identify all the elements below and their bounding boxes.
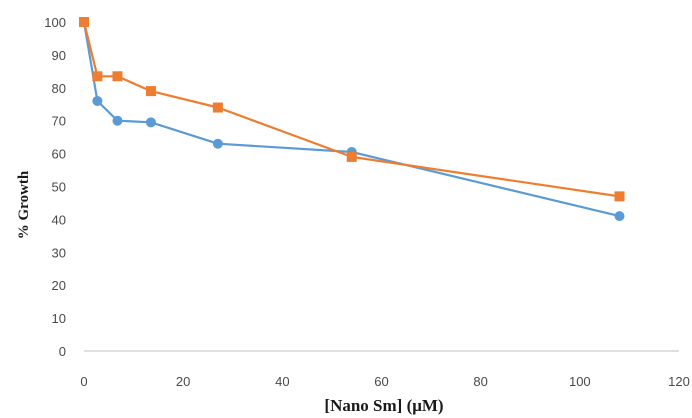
series-layer bbox=[79, 17, 625, 222]
series-2-line bbox=[82, 21, 620, 198]
y-tick-label: 90 bbox=[52, 48, 66, 63]
x-tick-label: 80 bbox=[473, 374, 487, 389]
y-tick-label: 30 bbox=[52, 245, 66, 260]
y-tick-label: 100 bbox=[44, 15, 66, 30]
series-1-line bbox=[82, 21, 620, 218]
x-tick-label: 40 bbox=[275, 374, 289, 389]
series-2-point bbox=[145, 86, 156, 97]
x-tick-label: 100 bbox=[569, 374, 591, 389]
y-tick-label: 10 bbox=[52, 311, 66, 326]
series-1-point bbox=[112, 115, 123, 126]
series-2-point bbox=[346, 151, 357, 162]
series-2-point bbox=[79, 17, 89, 27]
x-axis-ticks: 0 20 40 60 80 100 120 bbox=[80, 374, 689, 389]
series-1 bbox=[79, 17, 625, 222]
x-tick-label: 20 bbox=[176, 374, 190, 389]
series-2-point bbox=[212, 102, 223, 113]
y-tick-label: 70 bbox=[52, 114, 66, 129]
series-1-point bbox=[145, 117, 156, 128]
series-1-point bbox=[614, 211, 625, 222]
series-2-point bbox=[92, 71, 103, 82]
x-tick-label: 0 bbox=[80, 374, 87, 389]
series-2 bbox=[79, 17, 625, 202]
y-axis-ticks: 0 10 20 30 40 50 60 70 80 90 100 bbox=[44, 15, 66, 359]
series-2-point bbox=[112, 71, 123, 82]
x-tick-label: 120 bbox=[668, 374, 690, 389]
x-axis-title: [Nano Sm] (μM) bbox=[324, 396, 443, 415]
y-tick-label: 20 bbox=[52, 278, 66, 293]
series-1-point bbox=[92, 95, 103, 106]
y-tick-label: 40 bbox=[52, 212, 66, 227]
y-tick-label: 80 bbox=[52, 81, 66, 96]
x-tick-label: 60 bbox=[374, 374, 388, 389]
y-axis-title: % Growth bbox=[16, 170, 32, 239]
y-tick-label: 50 bbox=[52, 180, 66, 195]
series-1-point bbox=[212, 138, 223, 149]
y-tick-label: 60 bbox=[52, 147, 66, 162]
y-tick-label: 0 bbox=[59, 344, 66, 359]
series-2-point bbox=[614, 191, 625, 202]
